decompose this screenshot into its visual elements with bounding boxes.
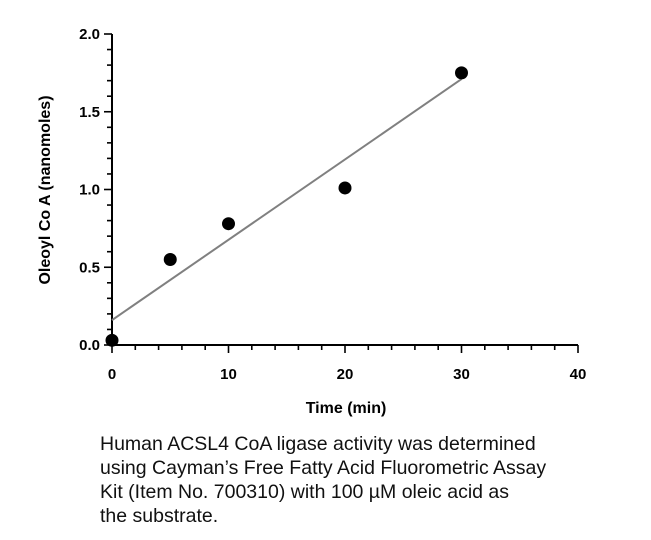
ticks: 0 10 20 30 40 0.0 0.5 1.0 1.5 2.0 — [79, 26, 586, 383]
x-tick-label: 30 — [453, 366, 470, 383]
x-axis-title: Time (min) — [306, 400, 387, 417]
figure-caption: Human ACSL4 CoA ligase activity was dete… — [100, 432, 620, 528]
y-tick-label: 1.0 — [79, 182, 100, 199]
fit-line — [111, 78, 463, 321]
caption-line-4: the substrate. — [100, 505, 219, 527]
x-tick-label: 10 — [220, 366, 237, 383]
x-tick-label: 20 — [337, 366, 354, 383]
caption-line-2: using Cayman’s Free Fatty Acid Fluoromet… — [100, 457, 547, 479]
y-tick-label: 1.5 — [79, 104, 100, 121]
data-point — [105, 333, 119, 347]
scatter-chart: 0 10 20 30 40 0.0 0.5 1.0 1.5 2.0 Oleoyl Co A (na… — [37, 26, 586, 417]
data-point — [222, 217, 235, 231]
data-point — [163, 252, 177, 266]
x-tick-label: 0 — [108, 366, 116, 383]
y-tick-label: 0.0 — [79, 337, 100, 354]
x-tick-label: 40 — [570, 366, 587, 383]
data-point — [338, 181, 352, 195]
y-tick-label: 2.0 — [79, 26, 100, 43]
data-point — [455, 66, 468, 80]
y-tick-label: 0.5 — [79, 259, 100, 276]
caption-line-3: Kit (Item No. 700310) with 100 µM oleic … — [100, 481, 510, 503]
caption-line-1: Human ACSL4 CoA ligase activity was dete… — [100, 433, 536, 455]
y-axis-title: Oleoyl Co A (nanomoles) — [37, 95, 54, 284]
plot-area — [105, 66, 468, 347]
